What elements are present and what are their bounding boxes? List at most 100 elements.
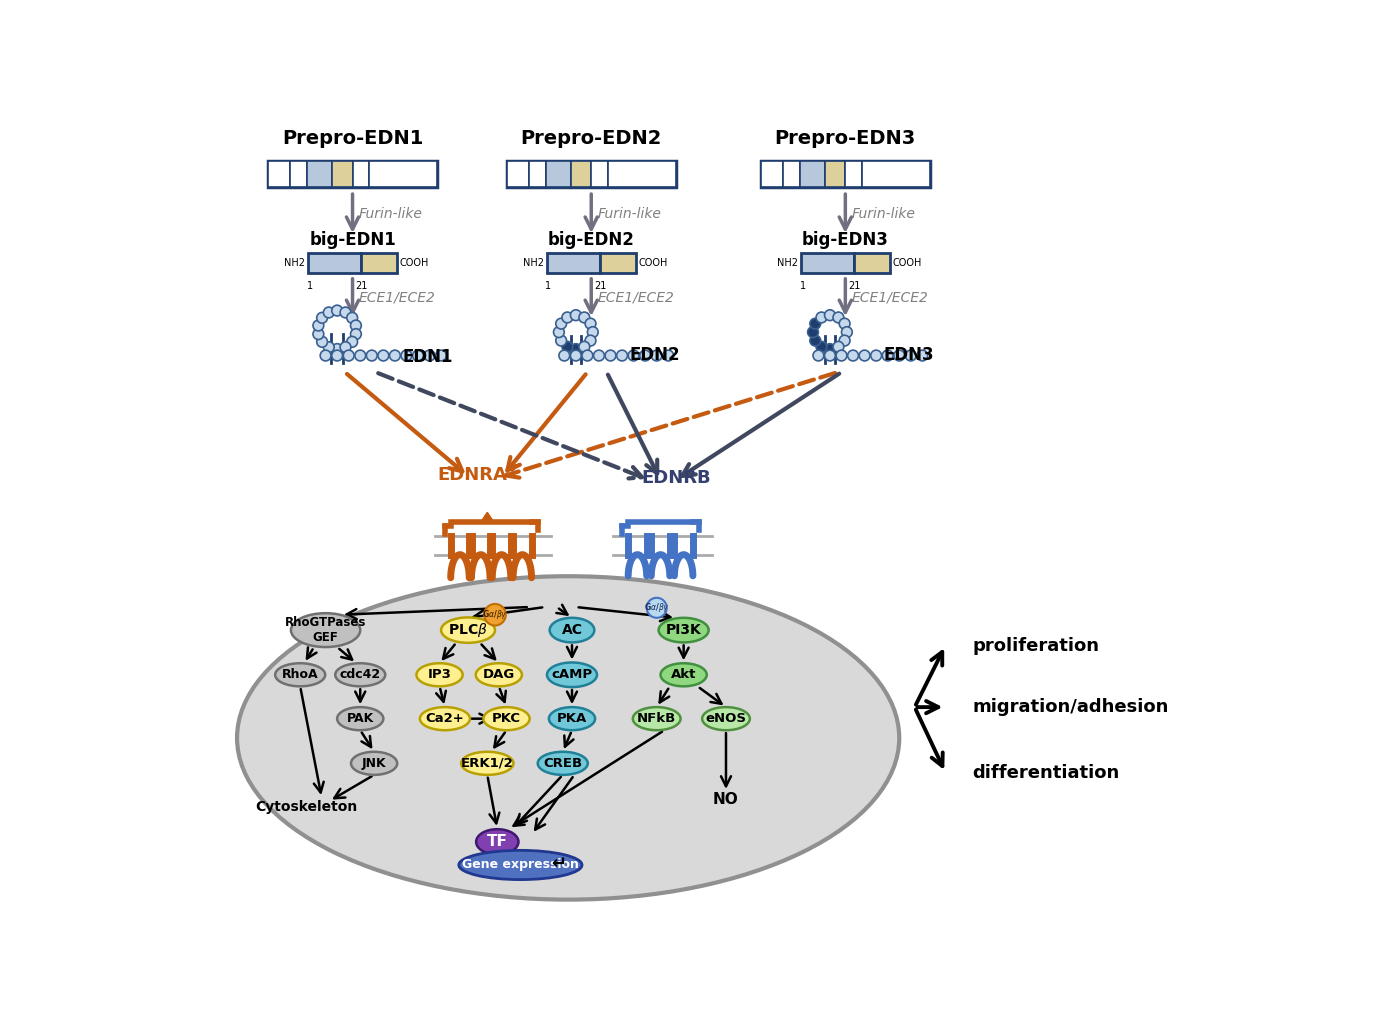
Circle shape: [816, 312, 827, 323]
Circle shape: [832, 341, 843, 353]
Circle shape: [579, 312, 590, 323]
Text: 1: 1: [545, 280, 552, 291]
Circle shape: [351, 320, 362, 331]
Bar: [801, 253, 854, 273]
Ellipse shape: [660, 663, 707, 687]
Circle shape: [561, 341, 572, 353]
Bar: [863, 162, 930, 187]
Circle shape: [894, 351, 904, 361]
Text: ↵: ↵: [552, 854, 567, 873]
Circle shape: [559, 351, 570, 361]
Text: migration/adhesion: migration/adhesion: [973, 698, 1168, 716]
Ellipse shape: [420, 707, 471, 731]
Bar: [545, 162, 571, 187]
Circle shape: [882, 351, 893, 361]
Circle shape: [629, 351, 638, 361]
Circle shape: [585, 318, 596, 329]
Ellipse shape: [290, 614, 361, 647]
Text: Ca2+: Ca2+: [425, 712, 464, 725]
Circle shape: [351, 329, 362, 339]
Circle shape: [556, 335, 567, 346]
Text: COOH: COOH: [893, 258, 922, 268]
Circle shape: [813, 351, 824, 361]
Text: PLC$\beta$: PLC$\beta$: [449, 621, 488, 639]
Text: 1: 1: [307, 280, 312, 291]
Circle shape: [837, 351, 846, 361]
Ellipse shape: [417, 663, 462, 687]
Bar: [506, 162, 676, 187]
Text: PAK: PAK: [347, 712, 374, 725]
Circle shape: [824, 310, 835, 321]
Circle shape: [413, 351, 424, 361]
Ellipse shape: [549, 618, 594, 642]
Circle shape: [323, 341, 334, 353]
Bar: [506, 162, 528, 187]
Bar: [307, 162, 332, 187]
Bar: [308, 253, 362, 273]
Circle shape: [553, 327, 564, 337]
Circle shape: [647, 597, 667, 618]
Ellipse shape: [548, 662, 597, 687]
Circle shape: [312, 320, 323, 331]
Circle shape: [839, 335, 850, 346]
Bar: [332, 162, 352, 187]
Text: G$\alpha$/$\beta\gamma$: G$\alpha$/$\beta\gamma$: [482, 609, 508, 621]
Circle shape: [389, 351, 400, 361]
Text: Furin-like: Furin-like: [359, 206, 422, 220]
Circle shape: [355, 351, 366, 361]
Circle shape: [347, 313, 358, 323]
Circle shape: [663, 351, 674, 361]
Bar: [845, 162, 863, 187]
Text: JNK: JNK: [362, 757, 387, 770]
Text: Prepro-EDN2: Prepro-EDN2: [520, 129, 662, 148]
Text: NH2: NH2: [523, 258, 544, 268]
Text: ECE1/ECE2: ECE1/ECE2: [852, 291, 929, 305]
Circle shape: [323, 307, 334, 318]
Text: RhoA: RhoA: [282, 669, 318, 682]
Text: EDN2: EDN2: [630, 346, 680, 364]
Text: 21: 21: [355, 280, 367, 291]
Text: DAG: DAG: [483, 669, 515, 682]
Circle shape: [916, 351, 927, 361]
Ellipse shape: [461, 752, 513, 775]
Circle shape: [651, 351, 662, 361]
Circle shape: [556, 318, 567, 329]
Bar: [528, 162, 545, 187]
Text: AC: AC: [561, 623, 582, 637]
Circle shape: [571, 343, 581, 355]
Text: Gene expression: Gene expression: [462, 859, 579, 872]
Circle shape: [340, 341, 351, 353]
Text: ERK1/2: ERK1/2: [461, 757, 513, 770]
Circle shape: [640, 351, 651, 361]
Text: EDN3: EDN3: [883, 346, 934, 364]
Bar: [592, 162, 608, 187]
Circle shape: [424, 351, 435, 361]
Circle shape: [571, 310, 581, 321]
Text: G$\alpha$/$\beta\gamma$: G$\alpha$/$\beta\gamma$: [644, 601, 670, 615]
Circle shape: [343, 351, 354, 361]
Text: proliferation: proliferation: [973, 636, 1099, 654]
Polygon shape: [482, 512, 494, 521]
Circle shape: [332, 343, 343, 355]
Text: NH2: NH2: [285, 258, 305, 268]
Bar: [761, 162, 930, 187]
Text: Akt: Akt: [671, 669, 696, 682]
Circle shape: [616, 351, 627, 361]
Bar: [854, 253, 890, 273]
Circle shape: [842, 327, 852, 337]
Circle shape: [316, 313, 327, 323]
Circle shape: [332, 351, 343, 361]
Ellipse shape: [337, 707, 384, 731]
Ellipse shape: [538, 752, 588, 775]
Circle shape: [593, 351, 604, 361]
Text: Prepro-EDN1: Prepro-EDN1: [282, 129, 424, 148]
Bar: [783, 162, 799, 187]
Bar: [290, 162, 307, 187]
Circle shape: [332, 305, 343, 316]
Circle shape: [808, 327, 819, 337]
Ellipse shape: [458, 850, 582, 880]
Text: NH2: NH2: [777, 258, 798, 268]
Text: 1: 1: [799, 280, 806, 291]
Circle shape: [579, 341, 590, 353]
Circle shape: [588, 327, 599, 337]
